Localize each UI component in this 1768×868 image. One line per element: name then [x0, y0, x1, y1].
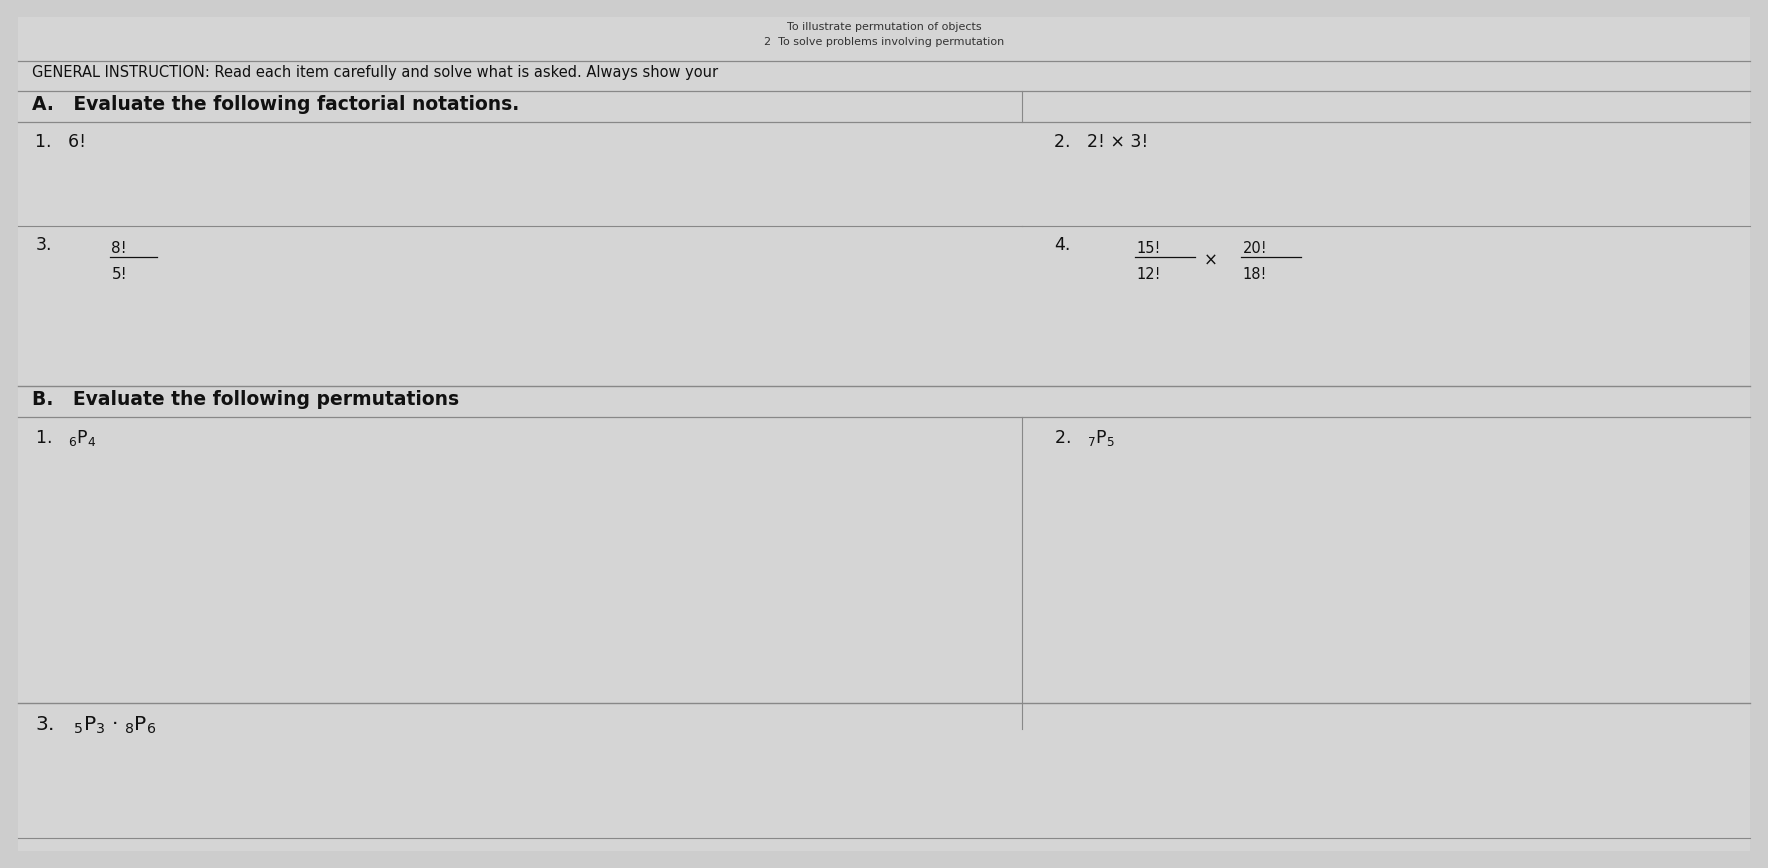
Text: 3.: 3. [35, 236, 51, 254]
Text: 20!: 20! [1243, 241, 1268, 256]
Text: 18!: 18! [1243, 267, 1268, 282]
Text: 8!: 8! [111, 241, 127, 256]
Text: A.   Evaluate the following factorial notations.: A. Evaluate the following factorial nota… [32, 95, 520, 114]
Text: 3.   $_{5}$P$_{3}$ · $_{8}$P$_{6}$: 3. $_{5}$P$_{3}$ · $_{8}$P$_{6}$ [35, 714, 157, 736]
Text: B.   Evaluate the following permutations: B. Evaluate the following permutations [32, 390, 460, 409]
Text: 15!: 15! [1137, 241, 1162, 256]
Text: To illustrate permutation of objects: To illustrate permutation of objects [787, 22, 981, 32]
Text: 12!: 12! [1137, 267, 1162, 282]
Text: 2.   2! × 3!: 2. 2! × 3! [1054, 133, 1147, 151]
Text: GENERAL INSTRUCTION: Read each item carefully and solve what is asked. Always sh: GENERAL INSTRUCTION: Read each item care… [32, 65, 718, 80]
Text: 5!: 5! [111, 267, 127, 282]
Text: 1.   6!: 1. 6! [35, 133, 87, 151]
Text: ×: × [1204, 252, 1218, 270]
Text: 1.   $_{6}$P$_{4}$: 1. $_{6}$P$_{4}$ [35, 428, 97, 448]
Text: 2  To solve problems involving permutation: 2 To solve problems involving permutatio… [764, 37, 1004, 48]
Text: 2.   $_{7}$P$_{5}$: 2. $_{7}$P$_{5}$ [1054, 428, 1114, 448]
Text: 4.: 4. [1054, 236, 1070, 254]
